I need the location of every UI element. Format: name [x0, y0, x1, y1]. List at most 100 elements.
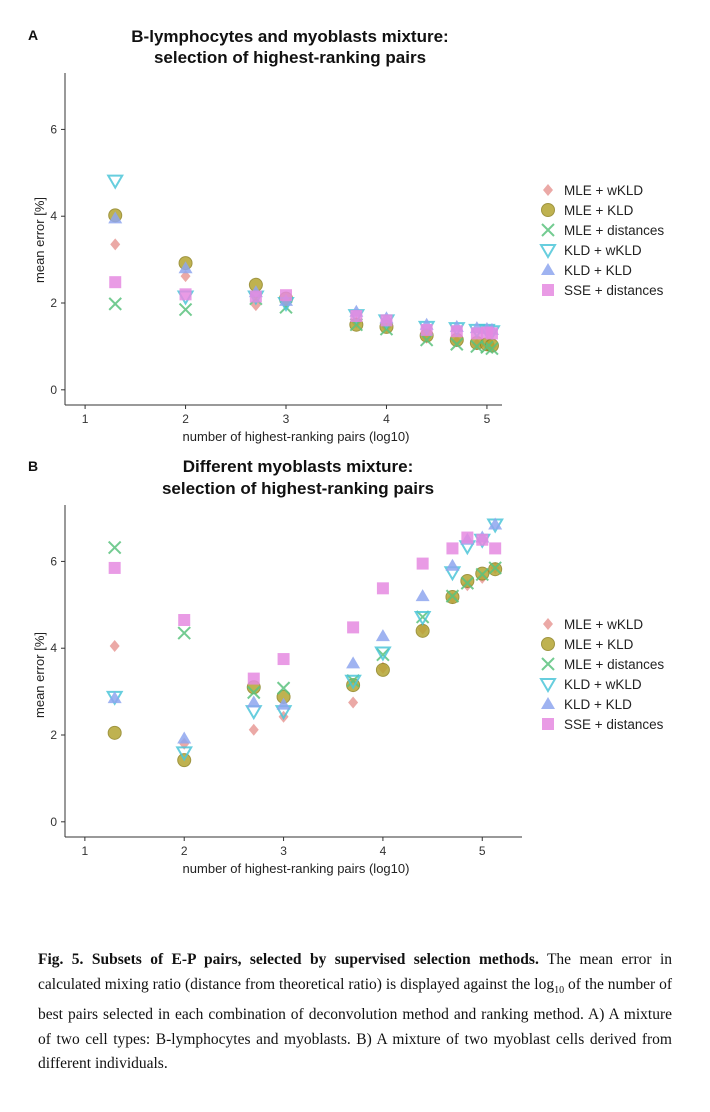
legend-b: MLE + wKLD MLE + KLD MLE + distances KLD + … [539, 617, 664, 732]
data-point-square [485, 327, 498, 340]
data-point-x [178, 302, 193, 317]
y-tick-label: 2 [50, 728, 57, 742]
legend-marker-square [542, 718, 554, 730]
data-point-x [108, 297, 122, 311]
legend-marker-x [541, 657, 555, 671]
legend-label: KLD + wKLD [564, 243, 642, 258]
data-point-square [108, 561, 121, 574]
y-axis-label-a: mean error [%] [32, 197, 47, 283]
data-point-square [280, 289, 293, 302]
data-point-triangle-up [246, 695, 261, 708]
data-point-square [347, 621, 360, 634]
x-tick-label: 1 [82, 412, 89, 426]
x-tick-label: 4 [380, 844, 387, 858]
data-point-square [476, 533, 489, 546]
data-point-diamond [248, 723, 259, 736]
axes-a: 1 2 3 4 5 0 2 4 6 [50, 73, 502, 426]
legend-label: KLD + KLD [564, 697, 632, 712]
caption-subscript: 10 [554, 984, 565, 996]
data-point-x [488, 561, 502, 575]
legend-label: KLD + KLD [564, 263, 632, 278]
y-tick-label: 0 [50, 383, 57, 397]
legend-marker-triangle-down [539, 244, 557, 259]
legend-marker-square [542, 284, 554, 296]
data-point-triangle-up [375, 629, 390, 642]
chart-title-a-line1: B-lymphocytes and myoblasts mixture: [131, 27, 448, 46]
legend-marker-circle [541, 203, 555, 217]
data-point-square [416, 557, 429, 570]
legend-label: MLE + wKLD [564, 617, 643, 632]
figure-caption: Fig. 5. Subsets of E-P pairs, selected b… [38, 948, 672, 1077]
data-point-square [178, 614, 191, 627]
x-tick-label: 3 [280, 844, 287, 858]
chart-title-b-line1: Different myoblasts mixture: [183, 457, 414, 476]
x-axis-label-a: number of highest-ranking pairs (log10) [183, 429, 410, 444]
data-point-triangle-down [374, 646, 392, 662]
legend-label: MLE + distances [564, 223, 664, 238]
data-point-triangle-up [108, 211, 123, 224]
data-point-diamond [109, 640, 120, 653]
data-point-x [480, 340, 494, 354]
data-point-x [177, 626, 191, 640]
y-axis-label-b: mean error [%] [32, 632, 47, 718]
data-point-square [461, 531, 474, 544]
caption-text-2: of the number of best pairs selected in … [38, 975, 673, 1073]
data-point-triangle-down [175, 746, 193, 762]
data-point-square [420, 323, 433, 336]
legend-marker-x [541, 223, 555, 237]
data-point-diamond [110, 238, 121, 251]
data-point-diamond [348, 696, 359, 709]
panel-label-a: A [28, 27, 38, 43]
data-point-circle [460, 573, 475, 588]
y-tick-label: 6 [50, 554, 57, 568]
legend-label: KLD + wKLD [564, 677, 642, 692]
data-point-x [107, 540, 122, 555]
points-b [105, 517, 504, 768]
legend-label: MLE + distances [564, 657, 664, 672]
y-tick-label: 6 [50, 122, 57, 136]
data-point-x [450, 337, 464, 351]
panel-b: B Different myoblasts mixture: selection… [28, 457, 664, 876]
data-point-triangle-down [344, 674, 362, 690]
legend-label: MLE + wKLD [564, 183, 643, 198]
caption-text-1: The mean error in calculated mixing rati… [38, 951, 672, 993]
legend-marker-triangle-down [539, 678, 557, 693]
x-tick-label: 2 [181, 844, 188, 858]
x-tick-label: 5 [484, 412, 491, 426]
data-point-x [346, 674, 360, 688]
chart-title-b-line2: selection of highest-ranking pairs [162, 479, 434, 498]
x-tick-label: 2 [182, 412, 189, 426]
data-point-x [460, 576, 475, 590]
legend-marker-circle [541, 637, 555, 651]
x-tick-label: 5 [479, 844, 486, 858]
caption-title: Fig. 5. Subsets of E-P pairs, selected b… [38, 951, 539, 968]
data-point-triangle-up [276, 697, 291, 710]
legend-label: MLE + KLD [564, 203, 634, 218]
data-point-triangle-up [415, 589, 430, 602]
data-point-circle [415, 623, 430, 638]
data-point-square [489, 542, 502, 555]
axes-b: 1 2 3 4 5 0 2 4 6 [50, 505, 522, 858]
x-axis-label-b: number of highest-ranking pairs (log10) [183, 861, 410, 876]
data-point-triangle-up [488, 517, 503, 530]
data-point-triangle-down [106, 174, 124, 190]
data-point-triangle-up [107, 691, 122, 704]
points-a [106, 174, 501, 356]
data-point-x [475, 567, 489, 582]
data-point-square [109, 276, 122, 289]
data-point-triangle-down [245, 705, 263, 721]
chart-title-a-line2: selection of highest-ranking pairs [154, 48, 426, 67]
figure: A B-lymphocytes and myoblasts mixture: s… [28, 27, 664, 876]
data-point-square [376, 582, 389, 595]
data-point-square [350, 310, 363, 323]
data-point-triangle-up [346, 656, 361, 669]
legend-label: SSE + distances [564, 717, 664, 732]
legend-marker-triangle-up [541, 263, 555, 275]
y-tick-label: 2 [50, 296, 57, 310]
data-point-x [415, 610, 430, 624]
legend-marker-diamond [543, 184, 553, 196]
data-point-square [450, 325, 463, 338]
legend-marker-diamond [543, 618, 553, 630]
data-point-triangle-up [445, 558, 460, 571]
legend-label: SSE + distances [564, 283, 664, 298]
